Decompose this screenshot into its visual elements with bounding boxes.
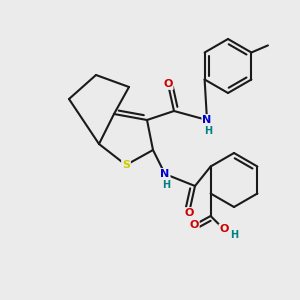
Text: H: H [230,230,238,240]
Text: O: O [219,224,229,235]
Text: H: H [204,126,213,136]
Text: N: N [160,169,169,179]
Text: O: O [184,208,194,218]
Text: H: H [162,180,171,190]
Text: O: O [189,220,199,230]
Text: S: S [122,160,130,170]
Text: N: N [202,115,211,125]
Text: O: O [163,79,173,89]
